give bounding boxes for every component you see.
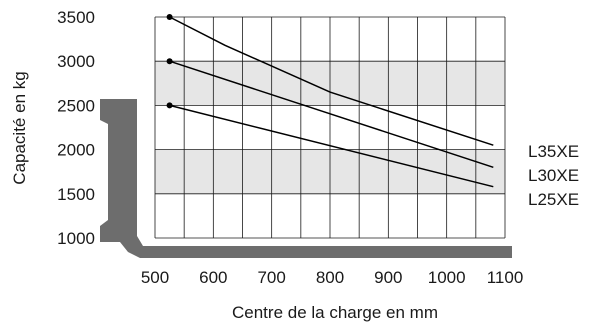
series-point-l30xe [166, 58, 173, 65]
y-tick-label: 3500 [57, 8, 95, 27]
y-tick-label: 3000 [57, 52, 95, 71]
x-tick-label: 800 [316, 268, 344, 287]
series-line-l35xe [169, 16, 494, 146]
y-axis-title: Capacité en kg [10, 71, 29, 184]
series-point-l25xe [166, 102, 173, 109]
x-tick-label: 900 [374, 268, 402, 287]
x-tick-label: 1100 [487, 268, 524, 287]
legend-item-l30xe: L30XE [528, 166, 579, 185]
series-points [166, 14, 173, 109]
plot-grid [154, 16, 506, 239]
series-lines [169, 16, 494, 188]
legend-item-l35xe: L35XE [528, 142, 579, 161]
x-tick-label: 700 [257, 268, 285, 287]
x-tick-label: 500 [141, 268, 169, 287]
x-tick-label: 600 [199, 268, 227, 287]
legend: L35XE L30XE L25XE [528, 142, 579, 209]
x-axis-title: Centre de la charge en mm [232, 303, 438, 322]
series-line-l30xe [169, 60, 494, 169]
series-line-l25xe [169, 104, 494, 188]
x-tick-label: 1000 [428, 268, 466, 287]
y-tick-label: 2500 [57, 96, 95, 115]
x-tick-labels: 500 600 700 800 900 1000 1100 [141, 268, 523, 287]
y-tick-label: 2000 [57, 141, 95, 160]
y-tick-labels: 1000 1500 2000 2500 3000 3500 [57, 8, 95, 248]
series-point-l35xe [166, 14, 173, 20]
y-tick-label: 1000 [57, 229, 95, 248]
legend-item-l25xe: L25XE [528, 190, 579, 209]
y-tick-label: 1500 [57, 185, 95, 204]
